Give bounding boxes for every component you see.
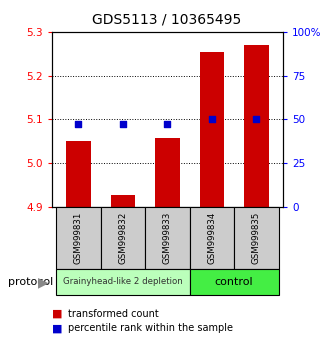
Text: GSM999832: GSM999832 [118,212,127,264]
Bar [111,195,135,207]
Text: GSM999834: GSM999834 [207,212,216,264]
Point [165,121,170,127]
Text: percentile rank within the sample: percentile rank within the sample [68,323,233,333]
Bar [66,141,91,207]
Text: ■: ■ [52,323,62,333]
Point [254,116,259,122]
Bar [199,52,224,207]
Text: GDS5113 / 10365495: GDS5113 / 10365495 [92,12,241,27]
Text: ▶: ▶ [38,275,49,289]
Bar [155,138,179,207]
Text: ■: ■ [52,309,62,319]
Point [76,121,81,127]
Text: GSM999831: GSM999831 [74,212,83,264]
Bar [244,45,269,207]
Text: GSM999835: GSM999835 [252,212,261,264]
Point [209,116,214,122]
Text: protocol: protocol [8,277,54,287]
Text: control: control [215,277,253,287]
Text: transformed count: transformed count [68,309,159,319]
Text: GSM999833: GSM999833 [163,212,172,264]
Text: Grainyhead-like 2 depletion: Grainyhead-like 2 depletion [63,277,183,286]
Point [120,121,126,127]
